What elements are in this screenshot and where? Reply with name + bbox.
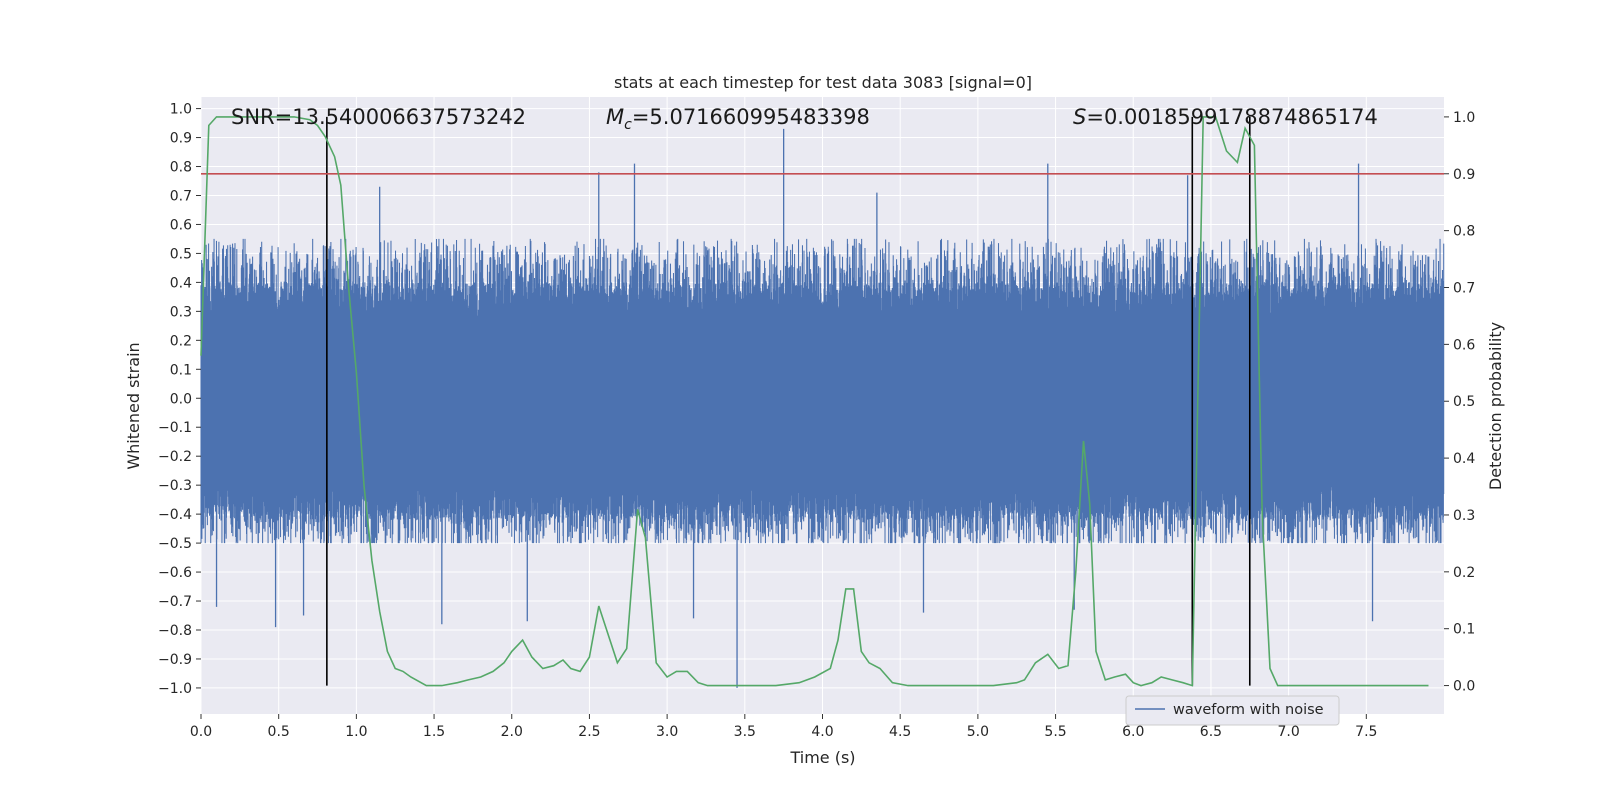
legend-box <box>1125 695 1340 726</box>
vertical-markers <box>326 116 1251 686</box>
y2-tick-label: 0.1 <box>1453 622 1475 638</box>
chart-title: stats at each timestep for test data 308… <box>614 73 1032 92</box>
x-tick-label: 2.5 <box>578 724 600 740</box>
x-tick-label: 2.0 <box>501 724 523 740</box>
x-tick-label: 5.0 <box>967 724 989 740</box>
s-annotation: S=0.0018599178874865174 <box>1073 105 1378 129</box>
y2-tick-label: 0.2 <box>1453 565 1475 581</box>
x-tick-label: 6.5 <box>1200 724 1222 740</box>
y-tick-label: −0.7 <box>158 594 192 610</box>
snr-annotation: SNR=13.540006637573242 <box>231 105 526 129</box>
mc-value: =5.071660995483398 <box>632 105 870 129</box>
x-tick-label: 3.0 <box>656 724 678 740</box>
waveform-noise-body <box>200 238 1445 544</box>
y-tick-label: −0.6 <box>158 565 192 581</box>
y2-tick-label: 0.0 <box>1453 679 1475 695</box>
x-axis-label: Time (s) <box>789 748 855 767</box>
s-value: =0.0018599178874865174 <box>1086 105 1378 129</box>
legend-waveform-label: waveform with noise <box>1173 702 1324 718</box>
probability-line <box>200 116 1429 687</box>
y-tick-label: 0.3 <box>170 304 192 320</box>
y2-tick-label: 0.8 <box>1453 224 1475 240</box>
chirp-mass-annotation: Mc=5.071660995483398 <box>606 105 870 133</box>
y-tick-label: 1.0 <box>170 102 192 118</box>
y-axis-label-left: Whitened strain <box>124 342 143 469</box>
y2-tick-label: 0.9 <box>1453 167 1475 183</box>
mc-subscript: c <box>624 117 632 133</box>
y2-tick-label: 0.4 <box>1453 451 1475 467</box>
x-tick-label: 1.5 <box>423 724 445 740</box>
y2-tick-label: 0.5 <box>1453 394 1475 410</box>
x-tick-label: 7.0 <box>1277 724 1299 740</box>
y-tick-label: 0.0 <box>170 391 192 407</box>
y-tick-label: 0.7 <box>170 188 192 204</box>
x-tick-label: 5.5 <box>1044 724 1066 740</box>
x-tick-label: 0.0 <box>190 724 212 740</box>
y-tick-label: 0.1 <box>170 362 192 378</box>
y-tick-label: −0.1 <box>158 420 192 436</box>
x-tick-label: 3.5 <box>734 724 756 740</box>
y-tick-label: −0.3 <box>158 478 192 494</box>
y-tick-label: −0.4 <box>158 507 192 523</box>
y-tick-label: 0.5 <box>170 246 192 262</box>
legend: waveform with noise <box>1125 695 1340 726</box>
x-tick-label: 1.0 <box>345 724 367 740</box>
y2-tick-label: 0.3 <box>1453 508 1475 524</box>
mc-symbol: M <box>606 105 624 129</box>
y-tick-label: −0.5 <box>158 536 192 552</box>
s-symbol: S <box>1073 105 1086 129</box>
y-tick-label: 0.4 <box>170 275 192 291</box>
y2-tick-label: 0.6 <box>1453 337 1475 353</box>
x-tick-label: 0.5 <box>268 724 290 740</box>
x-tick-label: 4.0 <box>811 724 833 740</box>
y-axis-label-right: Detection probability <box>1486 322 1505 490</box>
y2-tick-label: 0.7 <box>1453 281 1475 297</box>
x-tick-label: 4.5 <box>889 724 911 740</box>
y2-tick-label: 1.0 <box>1453 110 1475 126</box>
y-right-tick-labels: 1.0 0.9 0.8 0.7 0.6 0.5 0.4 0.3 0.2 0.1 0.0 <box>1444 110 1475 695</box>
y-left-tick-labels: 1.0 0.9 0.8 0.7 0.6 0.5 0.4 0.3 0.2 0.1 0.0 −0.1 −0.… <box>158 102 201 697</box>
y-tick-label: 0.8 <box>170 160 192 176</box>
x-tick-label: 7.5 <box>1355 724 1377 740</box>
y-tick-label: −0.2 <box>158 449 192 465</box>
y-tick-label: −0.9 <box>158 652 192 668</box>
y-tick-label: 0.2 <box>170 333 192 349</box>
waveform-series <box>200 128 1445 688</box>
x-tick-label: 6.0 <box>1122 724 1144 740</box>
y-tick-label: 0.9 <box>170 131 192 147</box>
x-tick-labels: 0.0 0.5 1.0 1.5 2.0 2.5 3.0 3.5 4.0 4.5 5.0 5.5 6.0 6… <box>190 714 1377 740</box>
y-tick-label: 0.6 <box>170 217 192 233</box>
y-tick-label: −1.0 <box>158 681 192 697</box>
y-tick-label: −0.8 <box>158 623 192 639</box>
